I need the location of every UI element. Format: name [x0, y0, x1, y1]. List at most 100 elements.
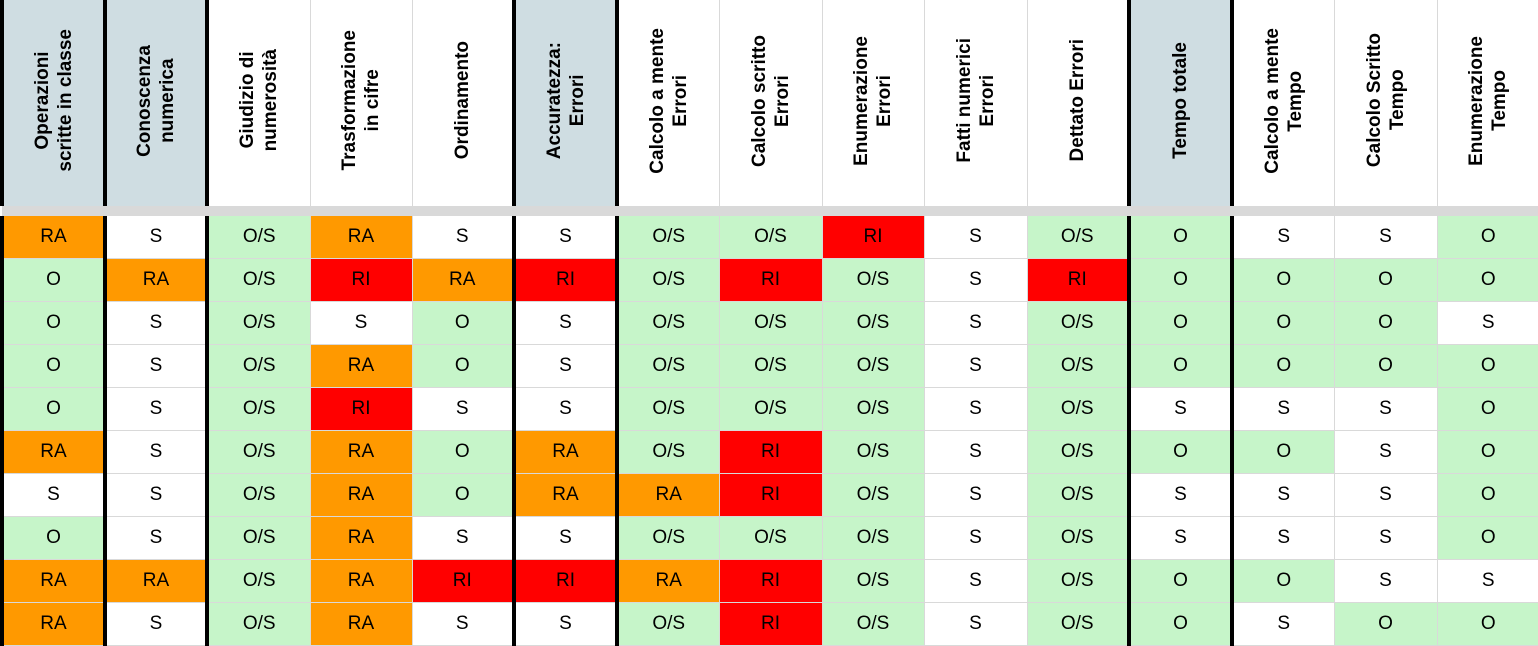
table-cell: RA [309, 344, 412, 388]
column-header: Enumerazione Tempo [1436, 0, 1538, 206]
column-header: Enumerazione Errori [821, 0, 924, 206]
table-cell: S [103, 387, 207, 431]
table-cell: O/S [1026, 559, 1129, 603]
table-cell: RI [512, 258, 617, 302]
table-cell: O/S [821, 559, 924, 603]
table-cell: O/S [205, 387, 310, 431]
table-cell: S [923, 430, 1027, 474]
table-cell: S [0, 473, 105, 517]
table-cell: O/S [615, 430, 719, 474]
table-cell: O [1436, 602, 1538, 646]
table-cell: S [512, 301, 617, 345]
table-cell: S [512, 344, 617, 388]
column-header-label: Dettato Errori [1066, 39, 1088, 162]
table-cell: O [1436, 430, 1538, 474]
column-header-label: Fatti numerici Errori [953, 38, 998, 163]
table-cell: S [1333, 430, 1437, 474]
table-cell: O/S [1026, 387, 1129, 431]
table-cell: O [0, 516, 105, 560]
table-row: O S O/S S O S O/S O/S O/S S O/S O O O S [0, 301, 1538, 345]
table-cell: O [1333, 258, 1437, 302]
table-cell: RI [718, 258, 822, 302]
table-cell: O [1436, 258, 1538, 302]
header-row: Operazioni scritte in classe Conoscenza n… [0, 0, 1538, 206]
table-cell: RA [0, 602, 105, 646]
column-header: Calcolo scritto Errori [718, 0, 822, 206]
table-cell: RA [0, 216, 105, 259]
table-cell: O [1230, 258, 1334, 302]
table-cell: RA [103, 258, 207, 302]
table-row: O S O/S RA S S O/S O/S O/S S O/S S S S O [0, 516, 1538, 560]
table-cell: S [1333, 387, 1437, 431]
table-cell: O [411, 344, 514, 388]
column-header: Tempo totale [1127, 0, 1232, 206]
column-header: Fatti numerici Errori [923, 0, 1027, 206]
table-cell: S [512, 387, 617, 431]
table-cell: RI [718, 473, 822, 517]
table-cell: S [923, 559, 1027, 603]
table-cell: O/S [718, 516, 822, 560]
table-cell: O/S [205, 301, 310, 345]
table-cell: RI [718, 602, 822, 646]
table-cell: S [923, 602, 1027, 646]
table-cell: S [923, 258, 1027, 302]
table-cell: S [1333, 216, 1437, 259]
table-cell: S [923, 473, 1027, 517]
table-cell: O [1436, 344, 1538, 388]
table-cell: O/S [1026, 602, 1129, 646]
table-cell: RI [821, 216, 924, 259]
table-cell: S [103, 344, 207, 388]
table-cell: S [512, 216, 617, 259]
table-cell: O/S [1026, 301, 1129, 345]
table-cell: O/S [1026, 430, 1129, 474]
column-header: Conoscenza numerica [103, 0, 207, 206]
table-cell: S [411, 602, 514, 646]
table-cell: O/S [821, 344, 924, 388]
table-cell: RA [309, 602, 412, 646]
table-cell: O/S [821, 258, 924, 302]
header-separator [2, 206, 1538, 216]
table-cell: O [1127, 430, 1232, 474]
column-header: Operazioni scritte in classe [0, 0, 105, 206]
table-cell: S [923, 301, 1027, 345]
table-cell: S [1333, 559, 1437, 603]
table-row: RA S O/S RA S S O/S RI O/S S O/S O S O O [0, 602, 1538, 646]
table-cell: O/S [615, 258, 719, 302]
table-cell: O/S [1026, 473, 1129, 517]
column-header-label: Calcolo scritto Errori [748, 34, 793, 167]
column-header-label: Accuratezza: Errori [543, 41, 588, 160]
table-cell: O [0, 258, 105, 302]
table-cell: S [923, 516, 1027, 560]
column-header: Dettato Errori [1026, 0, 1129, 206]
column-header: Calcolo Scritto Tempo [1333, 0, 1437, 206]
table-cell: O/S [205, 344, 310, 388]
table-cell: S [411, 516, 514, 560]
table-cell: S [103, 301, 207, 345]
table-cell: RA [615, 559, 719, 603]
column-header-label: Ordinamento [451, 41, 473, 160]
table-cell: O [1230, 430, 1334, 474]
table-cell: RI [309, 258, 412, 302]
table-cell: RA [309, 473, 412, 517]
table-cell: O [1127, 602, 1232, 646]
table-cell: O [1127, 344, 1232, 388]
column-header: Trasformazione in cifre [309, 0, 412, 206]
column-header-label: Calcolo a mente Errori [646, 27, 691, 174]
table-cell: S [1436, 301, 1538, 345]
table-row: RA RA O/S RA RI RI RA RI O/S S O/S O O S S [0, 559, 1538, 603]
table-cell: O/S [821, 473, 924, 517]
table-cell: RI [718, 559, 822, 603]
table-cell: S [923, 387, 1027, 431]
table-cell: O/S [1026, 216, 1129, 259]
table-cell: RI [309, 387, 412, 431]
table-cell: O/S [821, 516, 924, 560]
table-cell: O/S [205, 473, 310, 517]
table-cell: O/S [205, 602, 310, 646]
table-cell: O/S [205, 216, 310, 259]
table-cell: O [0, 301, 105, 345]
column-header: Calcolo a mente Tempo [1230, 0, 1334, 206]
table-row: S S O/S RA O RA RA RI O/S S O/S S S S O [0, 473, 1538, 517]
table-cell: O/S [718, 387, 822, 431]
table-cell: RI [718, 430, 822, 474]
